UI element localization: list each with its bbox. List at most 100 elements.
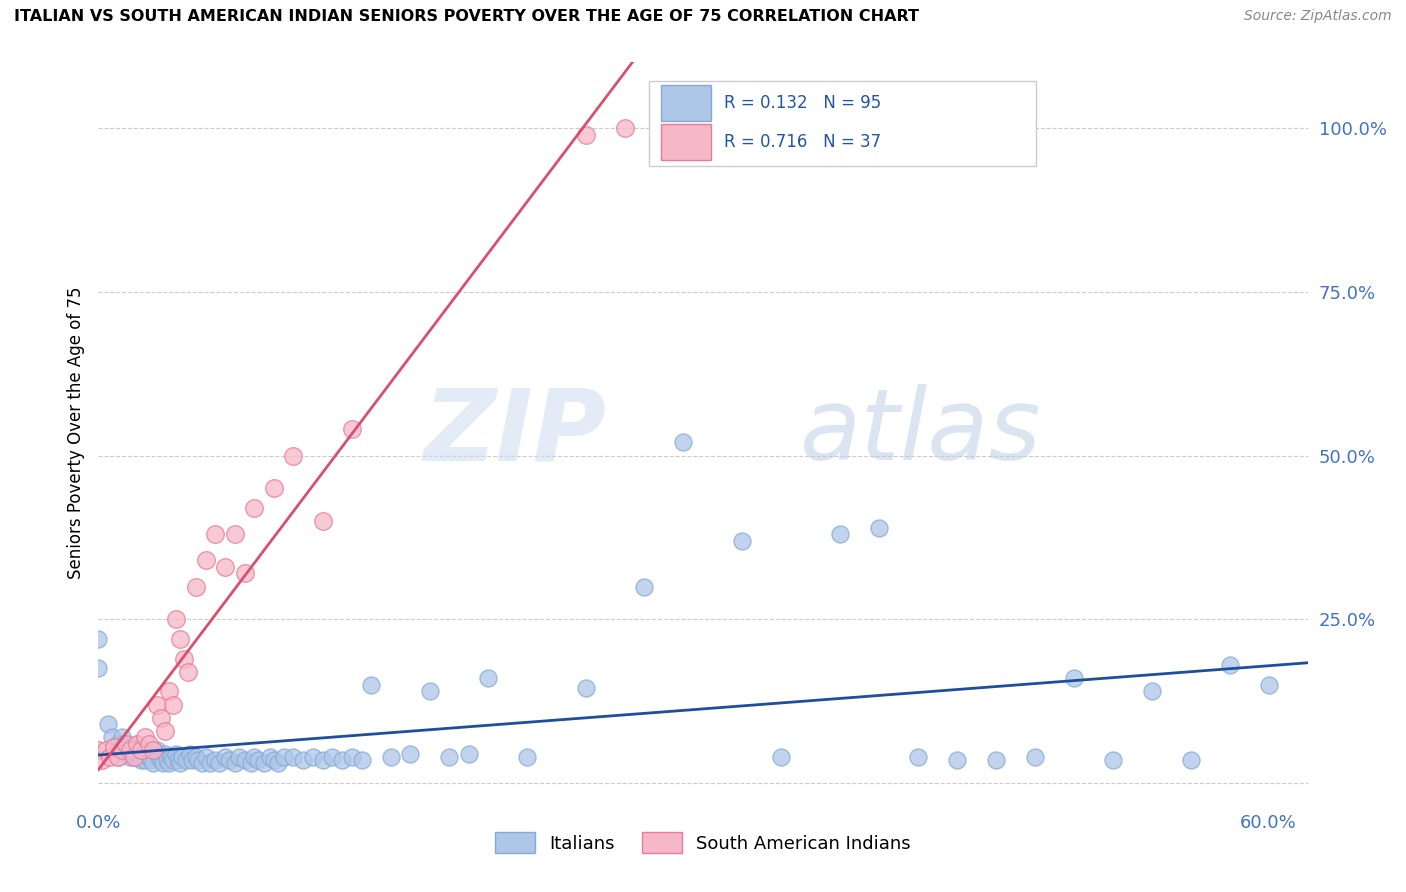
Point: [153, 723, 176, 738]
Point: [194, 750, 217, 764]
Legend: Italians, South American Indians: Italians, South American Indians: [488, 825, 918, 861]
Text: ITALIAN VS SOUTH AMERICAN INDIAN SENIORS POVERTY OVER THE AGE OF 75 CORRELATION : ITALIAN VS SOUTH AMERICAN INDIAN SENIORS…: [14, 9, 920, 24]
Point: [156, 753, 179, 767]
Point: [239, 756, 262, 771]
Point: [1101, 753, 1123, 767]
Point: [360, 678, 382, 692]
Point: [159, 750, 181, 764]
Point: [98, 750, 121, 764]
Point: [218, 753, 240, 767]
Point: [263, 481, 285, 495]
Text: R = 0.132   N = 95: R = 0.132 N = 95: [724, 95, 880, 112]
Point: [233, 753, 256, 767]
Point: [127, 743, 149, 757]
Point: [214, 750, 236, 764]
Point: [127, 737, 149, 751]
Point: [330, 753, 353, 767]
Point: [633, 580, 655, 594]
Point: [224, 527, 246, 541]
Point: [139, 753, 162, 767]
Point: [181, 753, 204, 767]
Point: [111, 731, 134, 745]
Point: [112, 737, 135, 751]
Point: [1257, 678, 1279, 692]
Point: [283, 750, 305, 764]
Point: [152, 756, 174, 771]
Point: [107, 750, 129, 764]
Point: [114, 740, 136, 755]
Point: [259, 750, 281, 764]
Point: [107, 737, 129, 751]
Point: [118, 743, 141, 757]
FancyBboxPatch shape: [648, 81, 1035, 166]
Point: [984, 753, 1007, 767]
Point: [153, 747, 176, 761]
Point: [208, 756, 231, 771]
Point: [214, 560, 236, 574]
Point: [191, 756, 214, 771]
Point: [198, 756, 221, 771]
FancyBboxPatch shape: [661, 123, 711, 160]
Point: [243, 500, 266, 515]
Point: [107, 743, 129, 757]
Point: [91, 753, 114, 767]
Point: [169, 632, 191, 646]
Text: R = 0.716   N = 37: R = 0.716 N = 37: [724, 133, 880, 151]
Point: [516, 750, 538, 764]
Point: [253, 756, 276, 771]
Point: [173, 651, 195, 665]
Point: [263, 753, 285, 767]
Point: [380, 750, 402, 764]
Point: [312, 514, 335, 528]
Point: [131, 743, 153, 757]
Point: [138, 750, 160, 764]
Point: [121, 740, 143, 755]
Point: [101, 731, 124, 745]
Text: atlas: atlas: [800, 384, 1042, 481]
Point: [117, 743, 139, 757]
Point: [228, 750, 250, 764]
Point: [247, 753, 270, 767]
Point: [87, 632, 110, 646]
Point: [157, 756, 180, 771]
Point: [172, 750, 194, 764]
Point: [1180, 753, 1202, 767]
Point: [1063, 671, 1085, 685]
Point: [1140, 684, 1163, 698]
Point: [103, 740, 125, 755]
Point: [134, 753, 156, 767]
Point: [302, 750, 325, 764]
Point: [177, 665, 200, 679]
Point: [868, 521, 890, 535]
Point: [672, 435, 695, 450]
Point: [187, 753, 209, 767]
Point: [107, 750, 129, 764]
Point: [184, 750, 207, 764]
Point: [273, 750, 295, 764]
Point: [118, 750, 141, 764]
Point: [122, 750, 145, 764]
Point: [142, 756, 165, 771]
Point: [312, 753, 335, 767]
Point: [243, 750, 266, 764]
Point: [146, 743, 169, 757]
Point: [321, 750, 343, 764]
Point: [174, 753, 197, 767]
Point: [97, 717, 120, 731]
Point: [136, 743, 159, 757]
Point: [194, 553, 217, 567]
Point: [134, 731, 156, 745]
Point: [162, 698, 184, 712]
Point: [96, 743, 118, 757]
Point: [439, 750, 461, 764]
Point: [907, 750, 929, 764]
Text: ZIP: ZIP: [423, 384, 606, 481]
Point: [179, 747, 201, 761]
Y-axis label: Seniors Poverty Over the Age of 75: Seniors Poverty Over the Age of 75: [66, 286, 84, 579]
Point: [224, 756, 246, 771]
Point: [1024, 750, 1046, 764]
Point: [477, 671, 499, 685]
Point: [142, 743, 165, 757]
Point: [769, 750, 792, 764]
Text: Source: ZipAtlas.com: Source: ZipAtlas.com: [1244, 9, 1392, 23]
